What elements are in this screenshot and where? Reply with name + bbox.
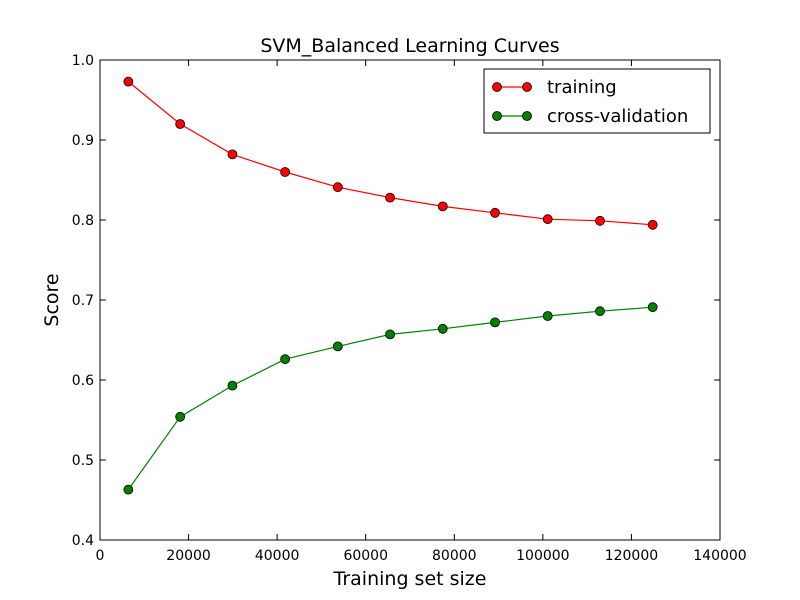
data-point-cross-validation <box>490 317 500 328</box>
y-tick-label: 1.0 <box>72 53 94 69</box>
data-point-cross-validation <box>227 380 238 391</box>
legend-marker-training <box>492 82 502 92</box>
x-tick-label: 20000 <box>166 548 211 564</box>
x-tick-label: 0 <box>96 548 105 564</box>
x-tick-label: 120000 <box>605 548 658 564</box>
y-tick-label: 0.7 <box>72 293 94 309</box>
y-tick-label: 0.9 <box>72 133 94 149</box>
chart-title: SVM_Balanced Learning Curves <box>260 35 559 57</box>
data-point-cross-validation <box>437 323 448 334</box>
legend-box <box>483 68 711 134</box>
data-point-training <box>385 192 395 203</box>
series-layer <box>123 76 658 495</box>
data-point-cross-validation <box>280 354 291 365</box>
data-point-training <box>332 182 343 193</box>
data-point-cross-validation <box>175 411 186 422</box>
legend-label-training: training <box>547 77 617 98</box>
series-cross-validation <box>123 302 658 495</box>
data-point-cross-validation <box>385 329 395 340</box>
data-point-training <box>227 149 238 160</box>
series-training <box>123 76 658 230</box>
data-point-training <box>437 201 448 212</box>
data-point-cross-validation <box>647 302 658 313</box>
legend-entry-cross-validation: cross-validation <box>492 106 688 127</box>
legend-marker-cross-validation <box>522 111 532 121</box>
legend-entry-training: training <box>492 77 617 98</box>
data-point-training <box>595 215 605 226</box>
data-point-cross-validation <box>123 484 134 495</box>
x-axis-title: Training set size <box>333 568 487 590</box>
x-tick-label: 80000 <box>432 548 477 564</box>
y-tick-label: 0.5 <box>72 453 94 469</box>
data-point-training <box>542 214 553 225</box>
legend-marker-training <box>522 82 532 92</box>
y-tick-label: 0.6 <box>72 373 94 389</box>
tick-labels-layer: 0 20000 40000 60000 80000 100000 120000 140000 0… <box>72 53 747 564</box>
data-point-training <box>490 207 500 218</box>
data-point-training <box>123 76 134 87</box>
data-point-cross-validation <box>542 311 553 321</box>
legend: training cross-validation <box>483 68 711 134</box>
y-tick-label: 0.8 <box>72 213 94 229</box>
legend-label-cross-validation: cross-validation <box>547 106 688 127</box>
data-point-cross-validation <box>332 341 343 352</box>
data-point-training <box>175 119 186 129</box>
x-tick-label: 40000 <box>255 548 300 564</box>
x-tick-label: 140000 <box>693 548 746 564</box>
data-point-training <box>647 219 658 230</box>
y-axis-title: Score <box>41 273 63 326</box>
data-point-training <box>280 167 291 177</box>
x-tick-label: 100000 <box>516 548 569 564</box>
plot-frame <box>99 59 721 541</box>
y-tick-label: 0.4 <box>72 533 94 549</box>
legend-entries: training cross-validation <box>492 77 688 127</box>
legend-marker-cross-validation <box>492 111 502 121</box>
x-tick-label: 60000 <box>343 548 388 564</box>
data-point-cross-validation <box>595 306 605 317</box>
